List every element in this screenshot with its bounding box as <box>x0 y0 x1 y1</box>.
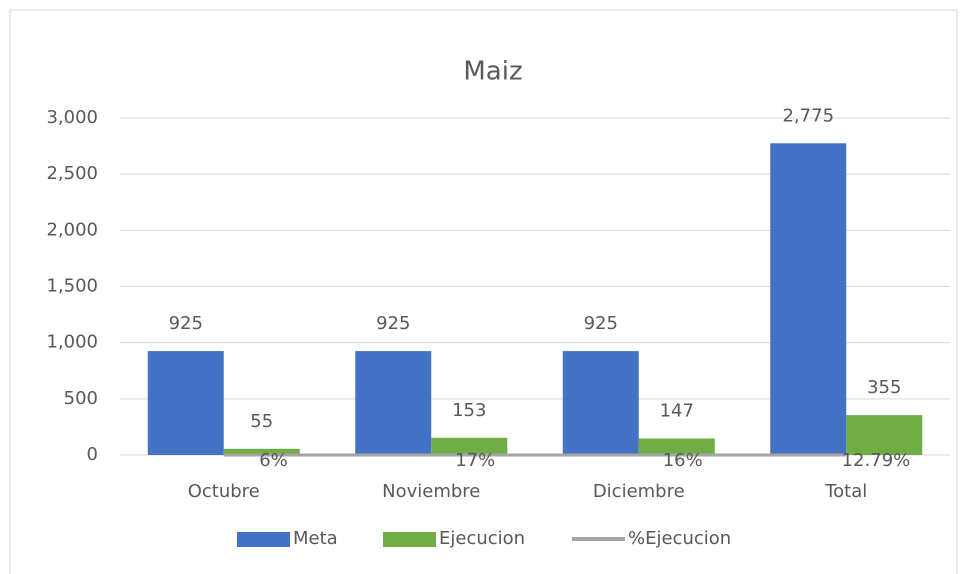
y-tick-label: 3,000 <box>46 107 98 128</box>
bar <box>562 351 639 455</box>
data-label: 2,775 <box>782 105 834 126</box>
data-label: 147 <box>660 400 694 421</box>
legend-swatch <box>383 532 436 547</box>
legend-swatch <box>237 532 290 547</box>
y-tick-label: 500 <box>64 388 98 409</box>
data-label: 6% <box>259 450 288 471</box>
y-tick-label: 0 <box>87 444 98 465</box>
data-label: 925 <box>376 313 410 334</box>
data-label: 355 <box>867 377 901 398</box>
data-label: 16% <box>663 450 703 471</box>
legend-label: %Ejecucion <box>628 528 731 549</box>
legend-label: Meta <box>293 528 338 549</box>
bar <box>770 143 847 455</box>
data-label: 12.79% <box>842 450 911 471</box>
x-tick-label: Noviembre <box>382 481 480 502</box>
x-tick-label: Diciembre <box>593 481 685 502</box>
x-tick-label: Octubre <box>188 481 260 502</box>
legend-label: Ejecucion <box>439 528 525 549</box>
y-tick-label: 1,000 <box>46 332 98 353</box>
bar <box>638 438 715 455</box>
data-label: 55 <box>250 411 273 432</box>
y-tick-label: 2,500 <box>46 163 98 184</box>
bar <box>147 351 224 455</box>
data-label: 925 <box>169 313 203 334</box>
data-label: 925 <box>584 313 618 334</box>
data-label: 153 <box>452 400 486 421</box>
x-tick-label: Total <box>824 481 867 502</box>
chart-title: Maiz <box>463 57 522 87</box>
bar <box>355 351 432 455</box>
y-tick-label: 2,000 <box>46 219 98 240</box>
data-label: 17% <box>455 450 495 471</box>
bar <box>223 448 300 455</box>
y-tick-label: 1,500 <box>46 276 98 297</box>
bar <box>846 415 923 455</box>
bar <box>431 437 508 455</box>
